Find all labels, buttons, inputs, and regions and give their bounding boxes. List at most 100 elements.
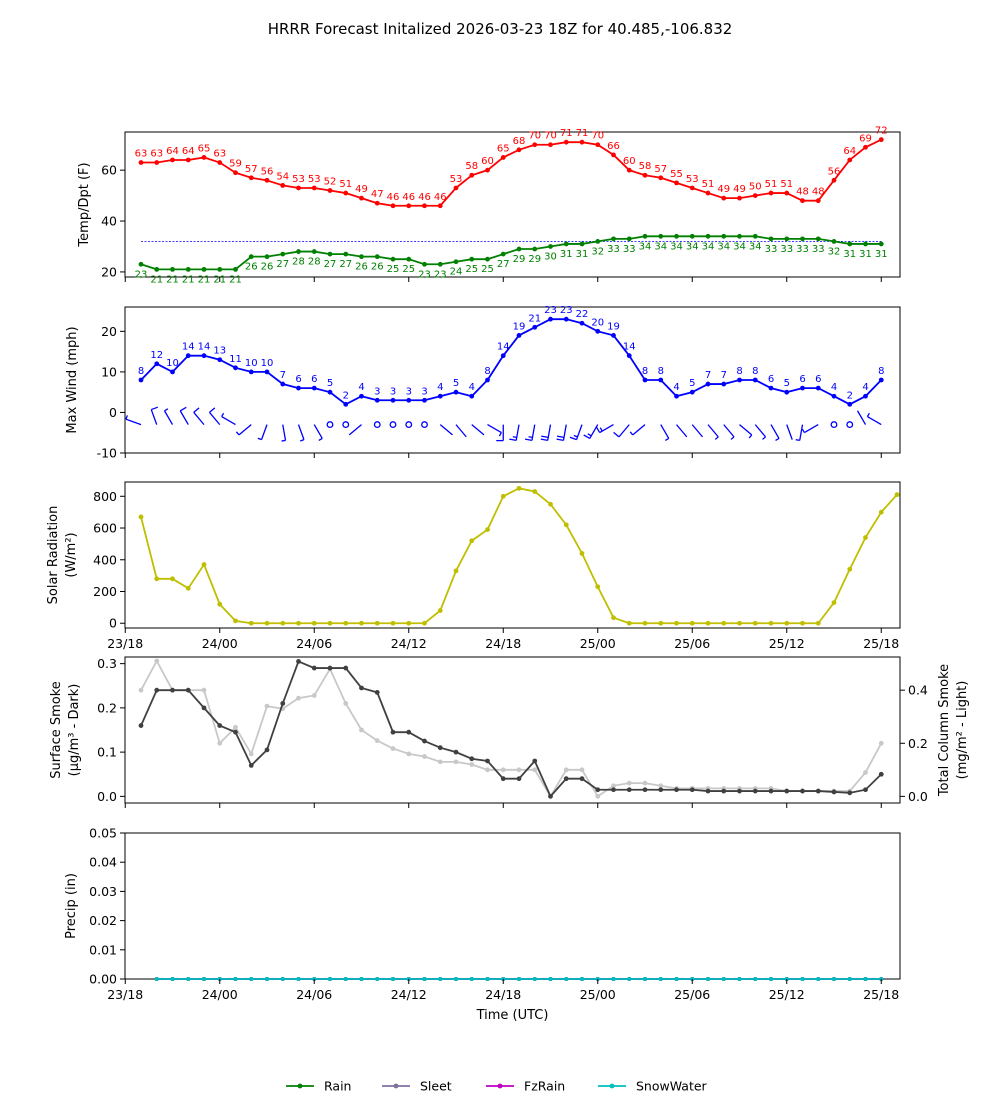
temp-data-label: 59	[229, 159, 242, 170]
dewpoint-point	[831, 238, 837, 244]
dewpoint-data-label: 31	[560, 249, 573, 260]
wind-barb-feather	[573, 434, 578, 438]
precip-panel-frame	[124, 832, 901, 980]
wind-barb-feather	[795, 439, 800, 442]
dewpoint-point	[185, 266, 191, 272]
dewpoint-data-label: 30	[544, 251, 557, 262]
total-column-smoke-point	[233, 724, 238, 730]
dewpoint-point	[343, 251, 349, 257]
solar-radiation-point	[579, 551, 585, 556]
wind-data-label: 4	[358, 382, 364, 393]
dewpoint-point	[201, 266, 207, 272]
wind-data-label: 10	[261, 358, 274, 369]
temp-data-label: 66	[607, 141, 620, 152]
wind-barb-feather	[569, 436, 577, 441]
dewpoint-point	[721, 233, 727, 239]
wind-data-label: 8	[878, 366, 884, 377]
dewpoint-data-label: 34	[654, 241, 667, 252]
max-wind-point	[311, 385, 317, 391]
dewpoint-data-label: 34	[702, 241, 715, 252]
precip-snowwater-point	[816, 977, 821, 981]
legend-label-fzrain: FzRain	[524, 1079, 565, 1094]
wind-barb	[297, 424, 305, 440]
dewpoint-point	[170, 266, 175, 272]
dewpoint-point	[374, 254, 380, 260]
temp-data-label: 60	[623, 156, 636, 167]
dewpoint-point	[800, 236, 805, 242]
chart-legend: Rain Sleet FzRain SnowWater	[286, 1079, 708, 1094]
dewpoint-data-label: 26	[245, 262, 258, 273]
dewpoint-point	[327, 251, 333, 257]
dewpoint-data-label: 31	[875, 249, 888, 260]
solar-radiation-point	[894, 492, 900, 498]
temp-data-label: 57	[245, 164, 258, 175]
solar-radiation-point	[201, 562, 207, 567]
precip-snowwater-point	[328, 977, 332, 981]
dewpoint-data-label: 34	[686, 241, 699, 252]
max-wind-point	[327, 389, 333, 395]
total-column-smoke-point	[453, 759, 459, 765]
wind-barb-calm	[846, 421, 854, 429]
wind-barb	[660, 424, 670, 439]
total-column-smoke-point	[201, 687, 207, 693]
max-wind-point	[500, 353, 506, 359]
wind-barb	[238, 424, 252, 436]
wind-barb	[208, 411, 221, 426]
precip-snowwater-point	[769, 977, 773, 981]
solar-radiation-point	[689, 620, 695, 626]
dewpoint-data-label: 25	[387, 264, 400, 275]
solar-y-label-line2: (W/m²)	[64, 532, 79, 577]
total-column-smoke-point	[626, 780, 632, 786]
temperature-point	[642, 172, 648, 178]
solar-panel-x-tick-label: 24/18	[485, 636, 521, 651]
surface-smoke-point	[248, 762, 254, 768]
precip-snowwater-point	[643, 977, 647, 981]
precip-snowwater-point	[832, 977, 836, 981]
dewpoint-data-label: 31	[859, 249, 872, 260]
total-column-smoke-point	[579, 767, 585, 773]
wind-barb	[348, 424, 362, 436]
wind-barb	[179, 410, 189, 425]
precip-panel-y-tick-label: 0.03	[89, 884, 117, 899]
wind-barb-feather	[299, 439, 305, 442]
precip-snowwater-point	[706, 977, 710, 981]
wind-data-label: 14	[198, 342, 211, 353]
surface-smoke-point	[878, 771, 884, 777]
surface-smoke-point	[264, 747, 270, 753]
solar-radiation-point	[658, 620, 664, 626]
wind-barb-calm	[405, 421, 413, 429]
surface-smoke-point	[390, 729, 396, 735]
dewpoint-point	[453, 259, 459, 265]
total-column-smoke-line	[140, 659, 883, 799]
max-wind-point	[847, 401, 853, 407]
temp-data-label: 48	[812, 187, 825, 198]
temp-data-label: 49	[355, 184, 368, 195]
wind-data-label: 6	[815, 374, 821, 385]
legend-label-snowwater: SnowWater	[636, 1079, 708, 1094]
dewpoint-data-label: 32	[591, 246, 604, 257]
total-column-smoke-point	[264, 703, 270, 709]
temperature-point	[170, 157, 175, 163]
wind-barb	[754, 424, 767, 438]
temp-data-label: 65	[198, 143, 211, 154]
dewpoint-data-label: 27	[339, 259, 352, 270]
precip-panel-x-tick-label: 24/18	[485, 987, 521, 1002]
wind-barb-feather	[540, 438, 548, 442]
wind-barb-calm	[373, 421, 381, 429]
temperature-point	[485, 167, 490, 173]
temperature-point	[138, 160, 144, 165]
legend-label-sleet: Sleet	[420, 1079, 452, 1094]
total-column-smoke-point	[611, 783, 616, 789]
wind-data-label: 21	[528, 313, 541, 324]
wind-data-label: 2	[847, 390, 853, 401]
precip-snowwater-point	[233, 977, 238, 981]
max-wind-point	[437, 393, 443, 399]
max-wind-point	[595, 328, 601, 334]
temperature-point	[595, 142, 601, 148]
solar-radiation-point	[359, 620, 364, 626]
temperature-point	[800, 198, 805, 204]
temp-data-label: 60	[481, 156, 494, 167]
surface-smoke-point	[752, 788, 758, 794]
wind-barb	[150, 409, 158, 425]
